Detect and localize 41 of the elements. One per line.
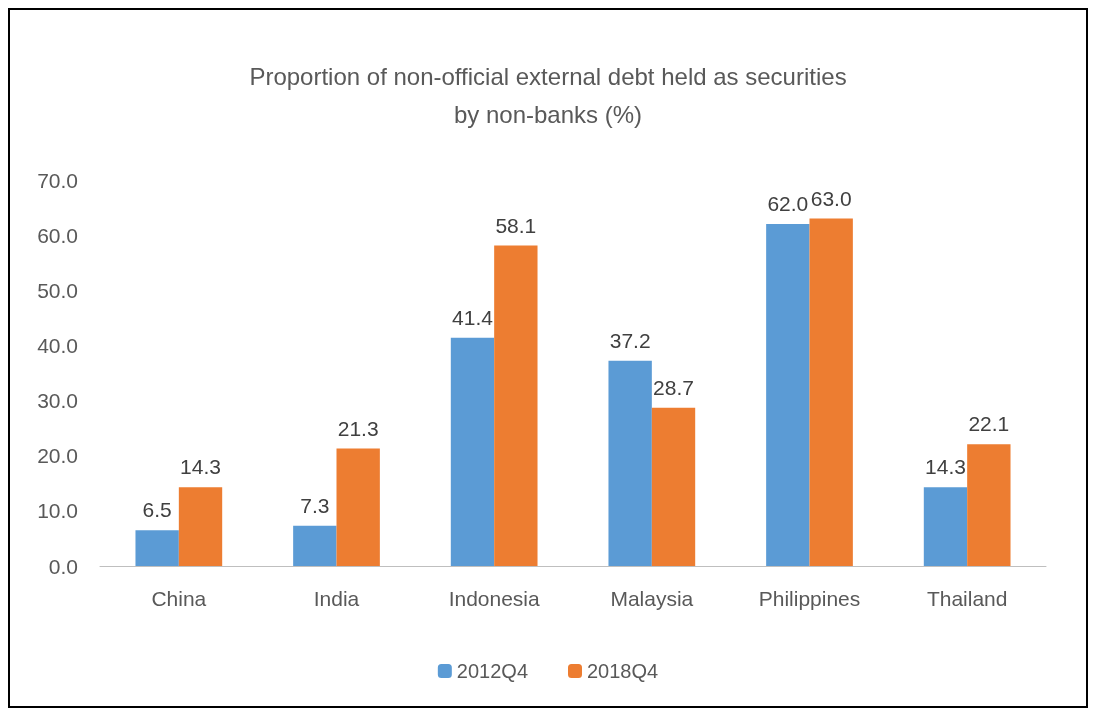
data-label: 58.1: [495, 213, 537, 237]
y-tick-label: 70.0: [37, 168, 78, 192]
bar: [809, 218, 853, 566]
y-tick-label: 20.0: [37, 444, 78, 468]
data-label: 22.1: [968, 412, 1010, 436]
bar: [766, 224, 810, 566]
data-label: 41.4: [452, 305, 494, 329]
bar: [967, 444, 1011, 566]
y-tick-label: 10.0: [37, 499, 78, 523]
data-label: 62.0: [767, 192, 809, 216]
data-label: 37.2: [609, 328, 651, 352]
x-tick-label: Thailand: [926, 587, 1008, 610]
bar: [450, 337, 495, 566]
legend-label: 2012Q4: [456, 660, 528, 682]
data-label: 21.3: [337, 416, 379, 440]
bar: [336, 448, 380, 566]
x-tick-label: Philippines: [758, 587, 861, 610]
bar: [178, 487, 223, 566]
bar: [923, 487, 968, 566]
x-tick-label: India: [313, 587, 360, 610]
legend-label: 2018Q4: [587, 660, 659, 682]
y-tick-label: 50.0: [37, 278, 78, 302]
bar: [135, 530, 179, 566]
data-label: 63.0: [810, 186, 852, 210]
bar: [651, 407, 696, 566]
bar: [293, 525, 337, 566]
x-tick-label: China: [151, 587, 207, 610]
bar: [608, 360, 652, 566]
bar: [494, 245, 538, 566]
data-label: 14.3: [180, 455, 221, 479]
data-label: 14.3: [925, 455, 966, 479]
data-label: 6.5: [142, 498, 172, 522]
data-label: 28.7: [653, 375, 694, 399]
x-tick-label: Malaysia: [610, 587, 694, 610]
y-tick-label: 40.0: [37, 333, 78, 357]
y-tick-label: 30.0: [37, 389, 78, 413]
y-tick-label: 60.0: [37, 223, 78, 247]
data-label: 7.3: [300, 493, 330, 517]
chart-title: Proportion of non-official external debt held as securities by non-banks (%): [249, 62, 847, 128]
x-tick-label: Indonesia: [448, 587, 541, 610]
y-tick-label: 0.0: [48, 554, 78, 578]
